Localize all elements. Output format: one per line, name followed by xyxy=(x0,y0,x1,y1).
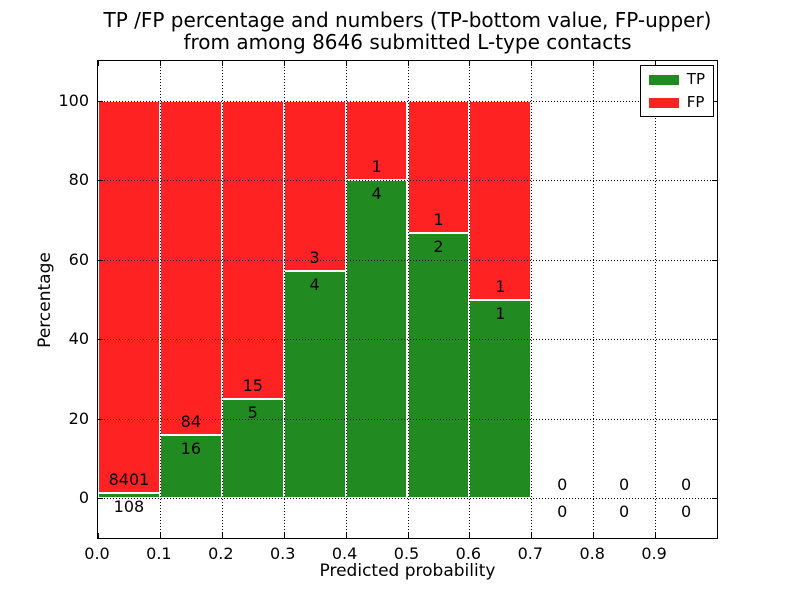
x-tick-label-0.8: 0.8 xyxy=(579,544,605,563)
bar-tp-segment-5 xyxy=(407,233,470,499)
y-tick-left-80 xyxy=(98,180,103,182)
fp-count-label-8: 0 xyxy=(619,475,630,495)
y-tick-left-0 xyxy=(98,498,103,500)
chart-title-line2: from among 8646 submitted L-type contact… xyxy=(183,30,632,54)
x-tick-top-0.7 xyxy=(531,61,533,66)
y-tick-label-100: 100 xyxy=(58,90,89,110)
bar-fp-segment-0 xyxy=(98,100,160,494)
tp-count-label-9: 0 xyxy=(680,502,692,522)
fp-count-label-5: 1 xyxy=(433,210,444,230)
fp-count-label-2: 15 xyxy=(242,375,263,395)
bar-fp-segment-2 xyxy=(221,100,284,399)
x-tick-label-0.6: 0.6 xyxy=(455,544,482,563)
fp-count-label-1: 84 xyxy=(180,411,202,431)
y-tick-label-40: 40 xyxy=(68,329,89,349)
y-tick-label-20: 20 xyxy=(68,408,89,428)
x-tick-bottom-0.2 xyxy=(221,533,223,538)
chart-title: TP /FP percentage and numbers (TP-bottom… xyxy=(97,9,718,53)
y-tick-left-100 xyxy=(98,100,103,102)
x-tick-bottom-0.3 xyxy=(283,533,285,538)
legend-swatch-fp-icon xyxy=(648,97,679,108)
legend-label-TP: TP xyxy=(686,70,705,88)
tp-count-label-0: 108 xyxy=(113,497,145,517)
y-tick-label-60: 60 xyxy=(68,249,89,269)
x-tick-label-0.4: 0.4 xyxy=(331,544,358,563)
y-tick-left-60 xyxy=(98,259,103,261)
legend-label-FP: FP xyxy=(686,93,705,111)
x-tick-label-0.0: 0.0 xyxy=(84,544,110,563)
fp-count-label-6: 1 xyxy=(495,276,506,296)
y-tick-left-40 xyxy=(98,339,103,341)
x-tick-bottom-0.9 xyxy=(655,533,657,538)
bar-tp-segment-1 xyxy=(159,434,222,499)
y-tick-right-40 xyxy=(712,339,717,341)
tp-count-label-7: 0 xyxy=(557,502,568,522)
bar-tp-segment-3 xyxy=(283,271,346,499)
fp-count-label-0: 8401 xyxy=(108,470,150,490)
x-tick-bottom-0.6 xyxy=(469,533,471,538)
y-tick-right-60 xyxy=(712,259,717,261)
y-tick-left-20 xyxy=(98,418,103,420)
x-tick-top-0.6 xyxy=(469,61,471,66)
tp-count-label-8: 0 xyxy=(619,502,630,522)
x-tick-bottom-0.7 xyxy=(531,533,533,538)
y-tick-label-0: 0 xyxy=(78,488,89,508)
fp-count-label-4: 1 xyxy=(371,157,382,177)
x-tick-label-0.2: 0.2 xyxy=(208,544,234,563)
plot-area: 8401 108 84 16 15 5 3 4 1 4 1 2 1 1 0 0 0 0 0 0 TP FP xyxy=(97,60,718,539)
bar-tp-segment-0 xyxy=(98,493,160,499)
y-tick-right-80 xyxy=(712,180,717,182)
x-tick-bottom-0 xyxy=(98,533,99,538)
x-tick-top-0.8 xyxy=(593,61,595,66)
bar-tp-segment-6 xyxy=(469,299,532,499)
y-tick-label-80: 80 xyxy=(68,170,89,190)
x-tick-top-0 xyxy=(98,61,99,66)
x-tick-label-0.5: 0.5 xyxy=(393,544,420,563)
tp-count-label-3: 4 xyxy=(309,275,320,295)
x-tick-bottom-0.8 xyxy=(593,533,595,538)
fp-count-label-7: 0 xyxy=(557,475,568,495)
x-tick-label-0.7: 0.7 xyxy=(517,544,544,563)
x-tick-bottom-0.4 xyxy=(345,533,347,538)
fp-count-label-3: 3 xyxy=(309,248,320,268)
x-tick-label-0.3: 0.3 xyxy=(269,544,296,563)
y-tick-right-0 xyxy=(712,498,717,500)
tp-count-label-1: 16 xyxy=(180,438,202,458)
x-tick-label-0.9: 0.9 xyxy=(641,544,667,563)
bar-fp-segment-4 xyxy=(345,100,408,181)
x-tick-label-0.1: 0.1 xyxy=(146,544,172,563)
legend-swatch-tp-icon xyxy=(648,74,679,85)
x-tick-top-0.2 xyxy=(221,61,223,66)
tp-count-label-5: 2 xyxy=(433,237,444,257)
x-tick-top-0.5 xyxy=(407,61,409,66)
x-tick-bottom-0.1 xyxy=(159,533,161,538)
x-tick-bottom-0.5 xyxy=(407,533,409,538)
legend-entry-FP: FP xyxy=(648,93,705,111)
legend-entry-TP: TP xyxy=(648,70,705,88)
fp-count-label-9: 0 xyxy=(680,475,692,495)
x-tick-top-0.4 xyxy=(345,61,347,66)
x-tick-top-0.3 xyxy=(283,61,285,66)
tp-count-label-2: 5 xyxy=(247,402,258,422)
tp-count-label-6: 1 xyxy=(495,303,506,323)
x-tick-top-0.1 xyxy=(159,61,161,66)
bar-fp-segment-3 xyxy=(283,100,346,272)
ticks-layer xyxy=(98,61,717,538)
legend: TP FP xyxy=(639,65,714,117)
chart-title-line1: TP /FP percentage and numbers (TP-bottom… xyxy=(103,8,712,32)
x-axis-label: Predicted probability xyxy=(319,561,496,581)
annotations-layer: 8401 108 84 16 15 5 3 4 1 4 1 2 1 1 0 0 0 0 0 0 xyxy=(98,61,717,538)
tp-count-label-4: 4 xyxy=(371,184,382,204)
y-tick-right-20 xyxy=(712,418,717,420)
